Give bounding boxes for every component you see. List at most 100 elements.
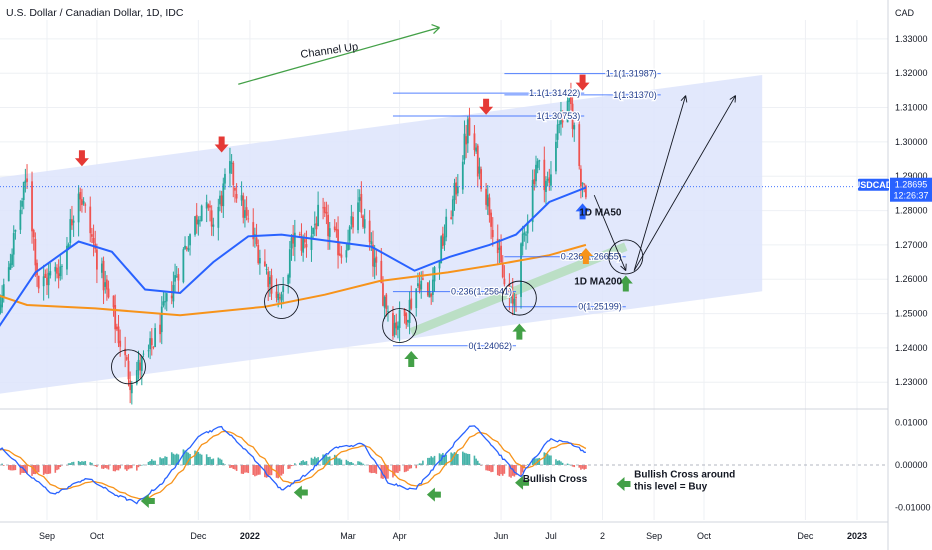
candle-body	[129, 380, 132, 391]
macd-histogram-bar	[382, 465, 384, 479]
candle-body	[525, 234, 527, 236]
projection-line	[633, 95, 687, 271]
macd-histogram-bar	[372, 465, 374, 473]
candle-body	[125, 357, 128, 360]
candle-body	[478, 166, 481, 174]
ma200-line	[0, 243, 587, 317]
candle-body	[298, 234, 301, 236]
candle-body	[556, 124, 559, 140]
macd-histogram-bar	[84, 460, 87, 465]
candle-body	[315, 223, 318, 230]
candle-body	[550, 174, 552, 186]
macd-histogram-bar	[107, 465, 110, 470]
macd-histogram-bar	[500, 465, 502, 475]
macd-histogram-bar	[137, 465, 140, 468]
macd-histogram-bar	[383, 465, 386, 478]
macd-histogram-bar	[445, 454, 447, 465]
candle-body	[263, 261, 266, 267]
candle-body	[385, 294, 388, 310]
candle-body	[578, 124, 581, 166]
macd-tick-label: 0.00000	[895, 460, 928, 470]
macd-histogram-bar	[443, 455, 446, 465]
candle-body	[219, 195, 221, 205]
candle-body	[187, 248, 190, 251]
macd-histogram-bar	[72, 461, 75, 465]
macd-histogram-bar	[177, 454, 180, 465]
macd-histogram-bar	[335, 456, 338, 465]
support-trendline	[409, 242, 628, 337]
macd-histogram-bar	[520, 465, 522, 477]
macd-histogram-bar	[277, 465, 279, 479]
candle-body	[526, 221, 529, 234]
macd-histogram-bar	[313, 456, 316, 465]
macd-histogram-bar	[299, 462, 301, 465]
candle-body	[160, 306, 163, 333]
candle-body	[244, 210, 246, 218]
macd-histogram-bar	[149, 461, 151, 465]
candle-body	[104, 282, 107, 287]
macd-histogram-bar	[119, 465, 121, 469]
macd-histogram-bar	[508, 465, 511, 477]
channel-up-arrow-line	[238, 26, 440, 85]
symbol-badge	[858, 178, 889, 191]
candle-body	[357, 202, 359, 231]
candle-body	[348, 226, 351, 241]
macd-histogram-bar	[147, 461, 150, 465]
candle-body	[149, 338, 152, 350]
candle-body	[325, 211, 328, 214]
macd-histogram-bar	[312, 458, 314, 465]
macd-histogram-bar	[294, 463, 296, 465]
macd-histogram-bar	[360, 462, 363, 465]
macd-histogram-bar	[131, 465, 133, 469]
pattern-circle	[264, 284, 299, 320]
candle-body	[205, 202, 208, 209]
macd-histogram-bar	[24, 465, 27, 473]
candle-body	[154, 328, 157, 348]
macd-histogram-bar	[47, 465, 50, 474]
candle-body	[220, 195, 223, 207]
macd-histogram-bar	[257, 465, 260, 475]
candle-body	[44, 273, 47, 278]
candle-body	[468, 117, 471, 136]
time-tick-label: Dec	[797, 531, 814, 541]
candle-body	[49, 271, 52, 276]
time-tick-label: 2	[600, 531, 605, 541]
macd-histogram-bar	[289, 465, 291, 469]
candle-body	[229, 161, 231, 174]
fib-level-label: 1(1.30753)	[537, 111, 581, 121]
macd-histogram-bar	[2, 465, 5, 466]
candle-body	[317, 204, 320, 227]
candle-body	[463, 133, 466, 160]
macd-histogram-bar	[485, 465, 487, 471]
macd-histogram-bar	[14, 465, 17, 471]
candle-body	[197, 219, 200, 225]
candle-body	[177, 274, 180, 281]
price-tick-label: 1.23000	[895, 377, 928, 387]
macd-histogram-bar	[503, 465, 506, 474]
macd-histogram-bar	[279, 465, 281, 476]
fib-level-label: 1.1(1.31422)	[529, 88, 580, 98]
macd-histogram-bar	[322, 454, 324, 465]
candle-body	[350, 216, 353, 225]
macd-histogram-bar	[501, 465, 504, 476]
macd-histogram-bar	[170, 452, 173, 465]
candle-body	[490, 212, 492, 227]
candle-body	[380, 260, 383, 284]
macd-histogram-bar	[348, 462, 351, 465]
macd-histogram-bar	[197, 451, 200, 465]
macd-histogram-bar	[432, 457, 434, 465]
candle-body	[247, 218, 250, 220]
macd-histogram-bar	[556, 460, 559, 465]
candle-body	[510, 292, 512, 298]
macd-histogram-bar	[523, 465, 526, 468]
candle-body	[363, 219, 366, 229]
macd-histogram-bar	[69, 463, 72, 465]
macd-histogram-bar	[242, 465, 245, 475]
ma50-line	[0, 186, 587, 327]
macd-histogram-bar	[580, 465, 582, 470]
macd-histogram-bar	[96, 465, 98, 467]
macd-histogram-bar	[473, 455, 476, 465]
macd-histogram-bar	[453, 452, 456, 465]
candle-body	[147, 350, 150, 352]
